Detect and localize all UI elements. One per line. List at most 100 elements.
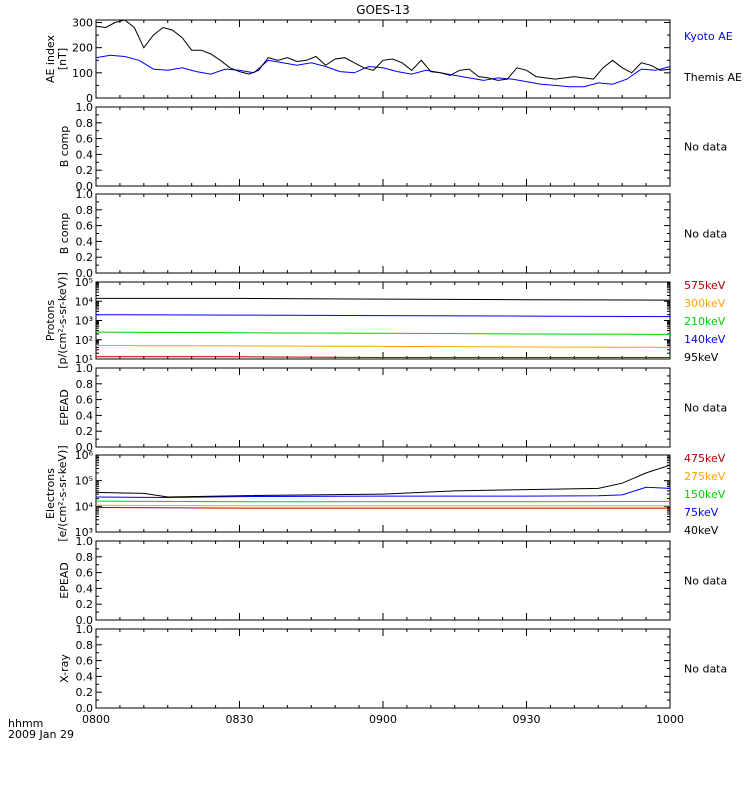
series-line-300kev: [95, 345, 671, 348]
panel-frame: [95, 106, 671, 187]
y-tick-label: 0.6: [76, 655, 94, 668]
y-tick-label: 0.4: [76, 409, 94, 422]
x-tick-label: 0930: [513, 713, 541, 726]
series-line-75kev: [95, 486, 671, 499]
no-data-label: No data: [684, 575, 727, 588]
y-tick-label: 1.0: [76, 362, 94, 375]
y-tick-label: 0.4: [76, 235, 94, 248]
y-tick-label: 0.4: [76, 148, 94, 161]
y-tick-label: 0.8: [76, 378, 94, 391]
panel-b1: 0.0 0.2 0.4 0.6 0.8 1.0 B comp No data: [58, 101, 727, 193]
legend-275kev: 275keV: [684, 470, 726, 483]
legend-140kev: 140keV: [684, 333, 726, 346]
panel-frame: [95, 367, 671, 448]
legend-themis-ae: Themis AE: [683, 71, 742, 84]
y-tick-label: 0.6: [76, 220, 94, 233]
y-tick-label: 0.8: [76, 639, 94, 652]
y-tick-label: 0.0: [76, 702, 94, 715]
series-line-140kev: [95, 314, 671, 318]
y-tick-label: 10¹: [75, 353, 93, 366]
y-axis-label: Protons: [44, 300, 57, 341]
y-tick-label: 0: [86, 92, 93, 105]
y-tick-label: 1.0: [76, 101, 94, 114]
y-axis-label: B comp: [58, 126, 71, 168]
series-line-kyoto-ae: [95, 54, 671, 88]
y-tick-label: 1.0: [76, 188, 94, 201]
panel-frame: [95, 628, 671, 709]
y-axis-label: [e/(cm²-s-sr-keV)]: [56, 445, 69, 541]
panel-frame: [95, 454, 671, 533]
y-tick-label: 10⁵: [75, 475, 93, 488]
y-tick-label: 0.2: [76, 686, 94, 699]
panel-epead2: 0.0 0.2 0.4 0.6 0.8 1.0 EPEAD No data: [58, 535, 727, 627]
x-tick-label: 0800: [82, 713, 110, 726]
time-label-date: 2009 Jan 29: [8, 728, 74, 741]
y-tick-label: 0.0: [76, 180, 94, 193]
y-tick-label: 10⁴: [75, 295, 94, 308]
panel-xray: 0.0 0.2 0.4 0.6 0.8 1.0 X-ray No data 0800 0830 09…: [58, 623, 727, 726]
y-tick-label: 10⁴: [75, 500, 94, 513]
no-data-label: No data: [684, 228, 727, 241]
legend-kyoto-ae: Kyoto AE: [684, 30, 733, 43]
y-axis-label: [p/(cm²-s-sr-keV)]: [56, 272, 69, 369]
legend-300kev: 300keV: [684, 297, 726, 310]
x-tick-label: 0900: [369, 713, 397, 726]
y-tick-label: 0.2: [76, 425, 94, 438]
y-axis-label: X-ray: [58, 654, 71, 683]
legend-210kev: 210keV: [684, 315, 726, 328]
no-data-label: No data: [684, 663, 727, 676]
legend-475kev: 475keV: [684, 452, 726, 465]
y-tick-label: 0.8: [76, 551, 94, 564]
y-axis-label: B comp: [58, 213, 71, 255]
y-axis-label: EPEAD: [58, 562, 71, 599]
y-tick-label: 0.0: [76, 441, 94, 454]
series-line-475kev: [95, 507, 670, 509]
legend-75kev: 75keV: [684, 506, 719, 519]
no-data-label: No data: [684, 141, 727, 154]
y-tick-label: 10²: [75, 334, 93, 347]
y-tick-label: 0.2: [76, 164, 94, 177]
no-data-label: No data: [684, 402, 727, 415]
series-line-210kev: [95, 331, 671, 335]
y-tick-label: 1.0: [76, 623, 94, 636]
legend-40kev: 40keV: [684, 524, 719, 537]
y-tick-label: 0.6: [76, 394, 94, 407]
series-line-40kev: [95, 464, 671, 498]
x-tick-label: 0830: [226, 713, 254, 726]
panel-epead1: 0.0 0.2 0.4 0.6 0.8 1.0 EPEAD No data: [58, 362, 727, 454]
y-tick-label: 300: [72, 17, 93, 30]
y-tick-label: 10³: [75, 315, 93, 328]
panel-b2: 0.0 0.2 0.4 0.6 0.8 1.0 B comp No data: [58, 188, 727, 280]
series-line-275kev: [95, 504, 670, 507]
y-tick-label: 0.4: [76, 582, 94, 595]
y-tick-label: 200: [72, 42, 93, 55]
y-tick-label: 10⁵: [75, 276, 93, 289]
y-tick-label: 0.2: [76, 598, 94, 611]
series-line-575kev: [96, 356, 670, 358]
y-tick-label: 0.8: [76, 204, 94, 217]
y-axis-label: [nT]: [56, 48, 69, 70]
panel-protons: 10¹ 10² 10³ 10⁴ 10⁵ Protons [p/(cm²-s-sr-keV)]…: [44, 272, 726, 369]
legend-150kev: 150keV: [684, 488, 726, 501]
y-tick-label: 10³: [75, 526, 93, 539]
panel-frame: [95, 540, 671, 621]
legend-95kev: 95keV: [684, 351, 719, 364]
x-tick-label: 1000: [656, 713, 684, 726]
y-axis-label: AE index: [44, 34, 57, 83]
y-tick-label: 0.6: [76, 133, 94, 146]
panel-ae: 0 100 200 300 AE index [nT] Kyoto AE Themis AE: [44, 17, 742, 105]
y-axis-label: EPEAD: [58, 389, 71, 426]
y-tick-label: 0.6: [76, 567, 94, 580]
y-tick-label: 10⁶: [75, 449, 94, 462]
time-label-hhmm: hhmm: [8, 717, 43, 730]
y-axis-label: Electrons: [44, 468, 57, 519]
plot-title: GOES-13: [356, 3, 410, 17]
y-tick-label: 0.0: [76, 614, 94, 627]
y-tick-label: 0.8: [76, 117, 94, 130]
y-tick-label: 0.0: [76, 267, 94, 280]
series-line-150kev: [95, 500, 671, 503]
panel-electrons: 10³ 10⁴ 10⁵ 10⁶ Electrons [e/(cm²-s-sr-keV)] 4…: [44, 445, 726, 541]
y-tick-label: 0.2: [76, 251, 94, 264]
